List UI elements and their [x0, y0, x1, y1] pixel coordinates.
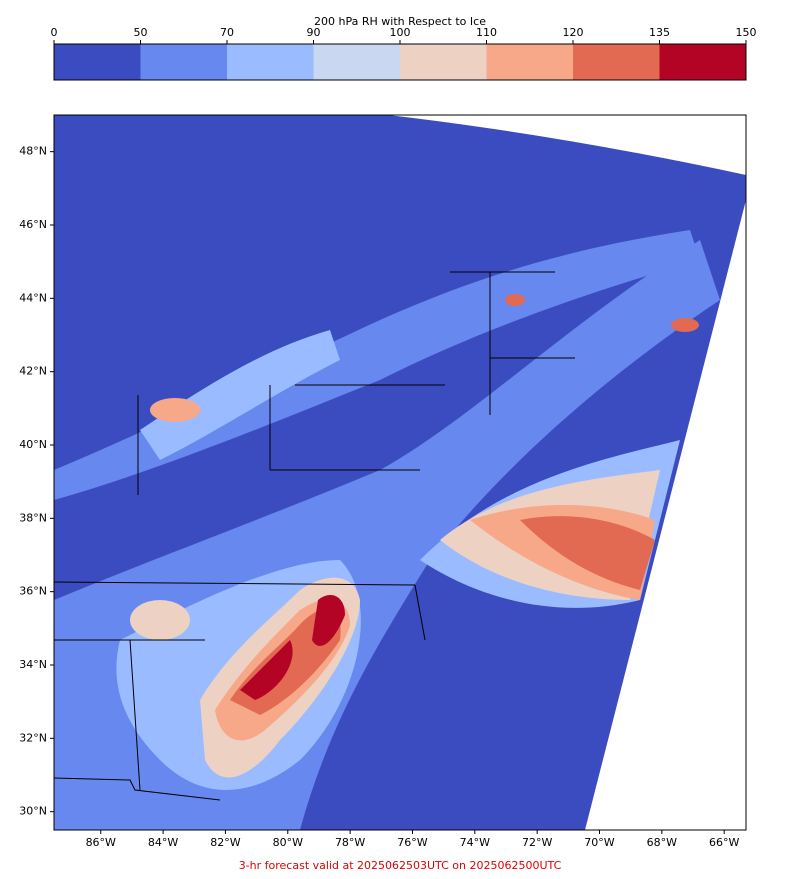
colorbar-tick-label: 0: [51, 26, 58, 39]
lon-tick-label: 78°W: [335, 836, 365, 849]
lon-tick-label: 66°W: [709, 836, 739, 849]
colorbar-title: 200 hPa RH with Respect to Ice: [314, 15, 486, 28]
lat-tick-label: 38°N: [19, 511, 47, 524]
lat-tick-label: 40°N: [19, 438, 47, 451]
lat-tick-label: 34°N: [19, 658, 47, 671]
lon-tick-label: 80°W: [273, 836, 303, 849]
colorbar-tick-label: 50: [134, 26, 148, 39]
footer: 3-hr forecast valid at 2025062503UTC on …: [239, 859, 562, 872]
colorbar-tick-label: 150: [736, 26, 757, 39]
lon-tick-label: 82°W: [210, 836, 240, 849]
lon-tick-label: 74°W: [460, 836, 490, 849]
map-field: [54, 115, 746, 830]
lon-tick-label: 84°W: [148, 836, 178, 849]
colorbar-tick-label: 70: [220, 26, 234, 39]
map-frame: [53, 114, 747, 831]
lon-tick-label: 86°W: [86, 836, 116, 849]
colorbar-segment: [573, 44, 660, 80]
colorbar-segment: [227, 44, 314, 80]
colorbar-segment: [486, 44, 574, 80]
lat-tick-label: 36°N: [19, 585, 47, 598]
lat-tick-label: 46°N: [19, 218, 47, 231]
colorbar-tick-label: 100: [390, 26, 411, 39]
boundaries: [53, 271, 575, 801]
lat-tick-label: 32°N: [19, 731, 47, 744]
colorbar-tick-label: 135: [649, 26, 670, 39]
colorbar-segment: [313, 44, 401, 80]
colorbar-tick-label: 90: [307, 26, 321, 39]
lon-tick-label: 70°W: [584, 836, 614, 849]
lat-tick-label: 48°N: [19, 145, 47, 158]
map-axes: 30°N 32°N 34°N 36°N 38°N 40°N 42°N 44°N 46°N 48°N…: [19, 145, 739, 849]
lon-tick-label: 68°W: [647, 836, 677, 849]
colorbar-segment: [659, 44, 747, 80]
lon-tick-label: 72°W: [522, 836, 552, 849]
colorbar-segment: [140, 44, 228, 80]
lon-tick-label: 76°W: [397, 836, 427, 849]
colorbar: 0 50 70 90 100 110 120 135 150: [51, 26, 757, 81]
lat-tick-label: 30°N: [19, 805, 47, 818]
lat-tick-label: 42°N: [19, 365, 47, 378]
colorbar-tick-label: 110: [476, 26, 497, 39]
colorbar-tick-label: 120: [563, 26, 584, 39]
lat-tick-label: 44°N: [19, 291, 47, 304]
colorbar-frame: [53, 43, 747, 81]
colorbar-segment: [54, 44, 141, 80]
colorbar-segment: [400, 44, 487, 80]
